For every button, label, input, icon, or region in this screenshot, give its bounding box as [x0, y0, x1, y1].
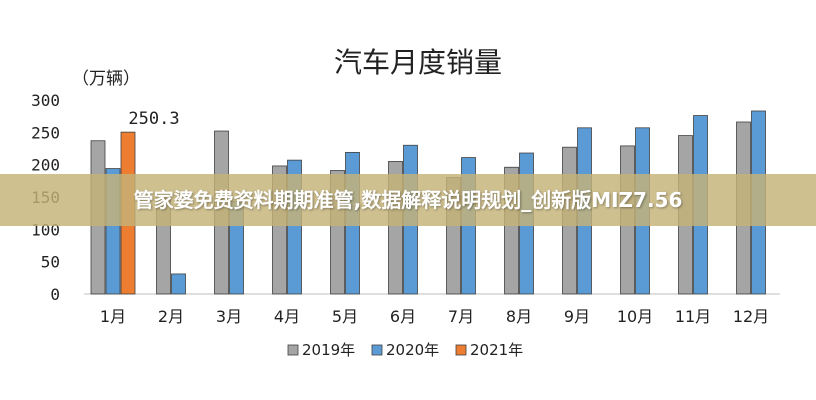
legend-label: 2020年 — [386, 341, 439, 359]
x-tick-label: 12月 — [733, 307, 769, 326]
watermark-text: 管家婆免费资料期期准管,数据解释说明规划_创新版MIZ7.56 — [133, 188, 683, 212]
x-tick-label: 7月 — [448, 307, 474, 326]
y-tick-label: 200 — [31, 156, 60, 175]
x-tick-label: 11月 — [675, 307, 711, 326]
y-unit-label: （万辆） — [72, 69, 140, 89]
bar-2020年-2月 — [171, 273, 186, 295]
x-tick-label: 3月 — [216, 307, 242, 326]
x-tick-label: 9月 — [564, 307, 590, 326]
x-tick-label: 8月 — [506, 307, 532, 326]
x-tick-label: 10月 — [617, 307, 653, 326]
x-tick-label: 6月 — [390, 307, 416, 326]
legend-swatch — [455, 344, 467, 356]
x-tick-label: 4月 — [274, 307, 300, 326]
y-tick-label: 0 — [50, 285, 60, 304]
data-label: 250.3 — [128, 109, 179, 129]
y-tick-label: 50 — [41, 253, 60, 272]
watermark-banner — [0, 174, 816, 226]
legend-swatch — [371, 344, 383, 356]
legend-label: 2021年 — [470, 341, 523, 359]
y-tick-label: 300 — [31, 91, 60, 110]
chart-title: 汽车月度销量 — [334, 46, 502, 79]
x-tick-label: 2月 — [158, 307, 184, 326]
x-tick-label: 1月 — [100, 307, 126, 326]
y-tick-label: 250 — [31, 123, 60, 142]
x-tick-label: 5月 — [332, 307, 358, 326]
legend-swatch — [287, 344, 299, 356]
legend-label: 2019年 — [302, 341, 355, 359]
